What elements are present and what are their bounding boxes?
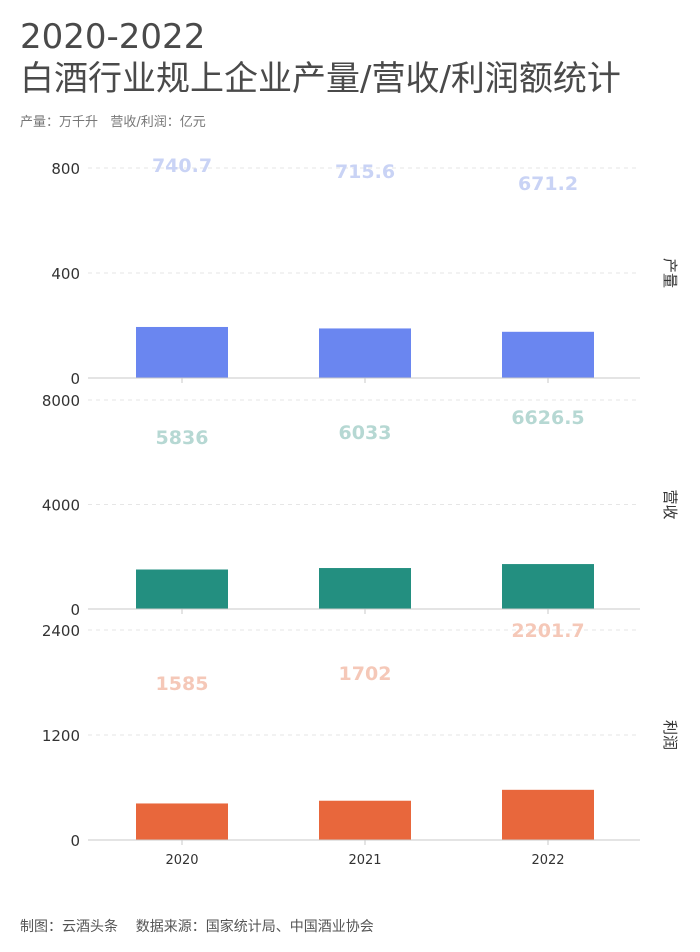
bar — [136, 326, 228, 378]
data-label: 740.7 — [152, 155, 212, 177]
y-tick-label: 4000 — [42, 497, 80, 515]
bar — [319, 800, 411, 840]
bar — [502, 331, 594, 378]
y-tick-label: 2400 — [42, 622, 80, 640]
data-label: 6626.5 — [511, 407, 584, 429]
bar — [319, 328, 411, 378]
series-name-label: 产量 — [661, 258, 679, 288]
data-label: 1702 — [339, 663, 392, 685]
chart-title: 2020-2022 白酒行业规上企业产量/营收/利润额统计 — [20, 16, 621, 100]
y-tick-label: 0 — [70, 370, 80, 388]
data-label: 2201.7 — [511, 620, 584, 642]
source-footer: 制图：云酒头条 数据来源：国家统计局、中国酒业协会 — [20, 919, 374, 935]
x-tick-label: 2021 — [348, 853, 381, 868]
chart-canvas: 0 400 800 740.7 715.6 671.2 产量 0 4000 8000 5836 603… — [42, 155, 679, 868]
y-tick-label: 400 — [51, 265, 80, 283]
y-tick-label: 800 — [51, 160, 80, 178]
series-name-label: 利润 — [661, 720, 679, 750]
y-tick-label: 0 — [70, 832, 80, 850]
y-tick-label: 8000 — [42, 392, 80, 410]
bar — [502, 789, 594, 840]
bar — [502, 564, 594, 609]
data-label: 5836 — [156, 427, 209, 449]
series-name-label: 营收 — [661, 489, 679, 519]
x-tick-label: 2022 — [531, 853, 564, 868]
data-label: 671.2 — [518, 173, 578, 195]
y-tick-label: 0 — [70, 601, 80, 619]
title-line-1: 2020-2022 — [20, 17, 206, 57]
bar — [136, 569, 228, 609]
data-label: 715.6 — [335, 161, 395, 183]
title-line-2: 白酒行业规上企业产量/营收/利润额统计 — [20, 59, 621, 99]
data-label: 1585 — [156, 673, 209, 695]
y-tick-label: 1200 — [42, 727, 80, 745]
data-label: 6033 — [339, 422, 392, 444]
units-subtitle: 产量：万千升 营收/利润：亿元 — [20, 115, 206, 130]
x-tick-label: 2020 — [165, 853, 198, 868]
bar — [136, 803, 228, 840]
bar — [319, 568, 411, 609]
